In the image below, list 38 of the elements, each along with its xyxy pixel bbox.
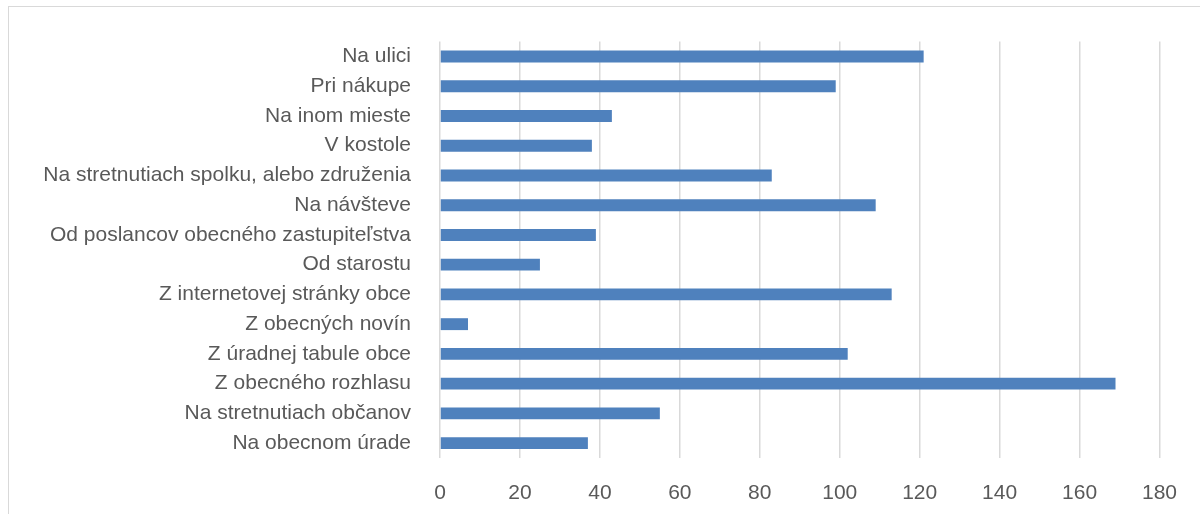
bar <box>440 437 588 450</box>
y-tick-label: Pri nákupe <box>310 73 411 97</box>
y-tick-label: Z obecných novín <box>245 310 411 334</box>
bar <box>440 50 924 63</box>
y-tick-label: Z obecného rozhlasu <box>214 370 411 394</box>
bar <box>440 407 660 420</box>
bar <box>440 347 848 360</box>
x-tick-label: 20 <box>508 480 532 504</box>
y-tick-label: Z internetovej stránky obce <box>158 281 411 305</box>
y-tick-label: Na ulici <box>342 43 411 67</box>
y-tick-label: Z úradnej tabule obce <box>207 340 411 364</box>
bar <box>440 377 1116 390</box>
y-tick-label: Na stretnutiach spolku, alebo združenia <box>43 162 412 186</box>
bar <box>440 139 592 152</box>
x-tick-label: 100 <box>822 480 858 504</box>
x-tick-label: 40 <box>588 480 612 504</box>
bar <box>440 318 468 331</box>
bar <box>440 110 612 122</box>
bar <box>440 80 836 93</box>
bar <box>440 199 876 212</box>
bar <box>440 228 596 241</box>
y-tick-label: V kostole <box>324 132 411 156</box>
bar <box>440 288 892 301</box>
x-tick-label: 0 <box>434 480 446 504</box>
y-tick-label: Od poslancov obecného zastupiteľstva <box>49 221 412 245</box>
y-tick-label: Na inom mieste <box>265 102 411 126</box>
x-tick-label: 80 <box>748 480 772 504</box>
y-tick-label: Od starostu <box>302 251 411 275</box>
x-tick-label: 180 <box>1141 480 1177 504</box>
bar <box>440 169 772 182</box>
y-tick-label: Na obecnom úrade <box>232 429 411 453</box>
y-tick-label: Na návšteve <box>294 191 411 215</box>
x-tick-label: 60 <box>668 480 692 504</box>
bar <box>440 258 540 271</box>
y-tick-label: Na stretnutiach občanov <box>184 400 412 424</box>
x-tick-label: 160 <box>1062 480 1098 504</box>
x-tick-label: 140 <box>982 480 1018 504</box>
x-tick-label: 120 <box>902 480 938 504</box>
